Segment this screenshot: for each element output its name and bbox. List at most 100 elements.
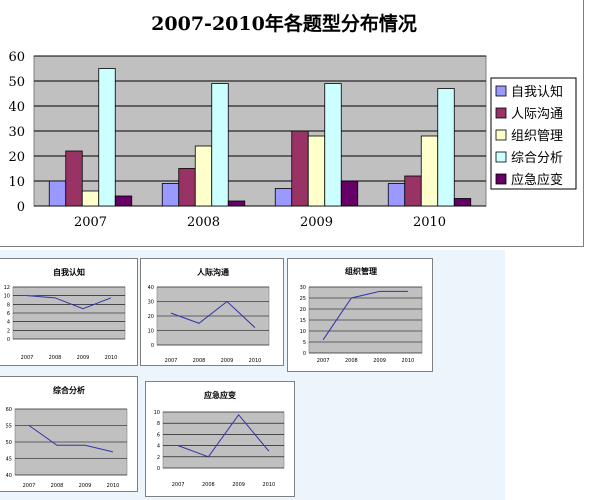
bar [178, 168, 196, 207]
mini-chart-self-awareness: 自我认知 0 2 4 6 8 10 12 2007 2008 2009 2010 [0, 258, 138, 366]
mini-y-tick-label: 40 [148, 285, 154, 291]
bar [387, 183, 406, 207]
mini-y-tick-label: 0 [303, 351, 306, 357]
bar [161, 183, 180, 207]
mini-x-tick-label: 2008 [202, 482, 215, 488]
mini-y-tick-label: 12 [4, 285, 10, 291]
mini-y-tick-label: 4 [157, 444, 160, 450]
mini-chart-interpersonal-svg: 人际沟通 0 10 20 30 40 2007 2008 2009 2010 [148, 267, 270, 364]
legend-label: 应急应变 [511, 172, 563, 188]
mini-y-tick-label: 25 [300, 296, 306, 302]
mini-y-tick-label: 0 [7, 337, 10, 343]
x-tick-label: 2009 [300, 215, 333, 230]
mini-chart-title: 综合分析 [53, 385, 85, 395]
x-tick-label: 2010 [413, 215, 446, 230]
mini-x-tick-label: 2010 [402, 358, 415, 364]
mini-chart-emergency: 应急应变 0 2 4 6 8 10 2007 2008 2009 2010 [145, 381, 295, 497]
mini-x-tick-label: 2007 [317, 358, 330, 364]
mini-x-tick-label: 2007 [172, 482, 185, 488]
mini-y-tick-label: 20 [300, 307, 306, 313]
legend-label: 综合分析 [511, 151, 563, 166]
y-tick-label: 10 [8, 175, 25, 190]
mini-x-tick-label: 2009 [221, 358, 234, 364]
x-tick-label: 2008 [187, 215, 220, 230]
bar [340, 180, 359, 207]
bar [98, 68, 116, 207]
bar [420, 135, 439, 207]
mini-x-tick-label: 2010 [105, 355, 118, 361]
mini-y-tick-label: 0 [157, 466, 160, 472]
mini-y-tick-label: 6 [157, 432, 160, 438]
mini-series-line [26, 295, 112, 310]
bar [324, 83, 342, 207]
mini-y-tick-label: 50 [6, 440, 12, 446]
mini-plot-area [162, 411, 285, 469]
legend-swatch [495, 151, 507, 163]
mini-x-tick-label: 2010 [263, 482, 276, 488]
bar [274, 188, 293, 207]
mini-y-tick-label: 6 [7, 311, 10, 317]
mini-x-tick-label: 2010 [107, 483, 120, 489]
y-tick-label: 60 [8, 50, 25, 65]
mini-x-tick-label: 2010 [249, 358, 262, 364]
mini-chart-interpersonal: 人际沟通 0 10 20 30 40 2007 2008 2009 2010 [140, 258, 284, 366]
mini-y-tick-label: 2 [157, 455, 160, 461]
mini-chart-organization-svg: 组织管理 0 5 10 15 20 25 30 2007 2008 2009 2010 [300, 266, 423, 364]
bar [227, 200, 246, 207]
legend-label: 人际沟通 [511, 107, 563, 122]
y-tick-label: 0 [17, 200, 25, 215]
mini-y-tick-label: 4 [7, 320, 10, 326]
mini-chart-emergency-svg: 应急应变 0 2 4 6 8 10 2007 2008 2009 2010 [154, 390, 285, 488]
mini-series-line [28, 425, 114, 453]
mini-y-tick-label: 8 [7, 302, 10, 308]
legend-label: 组织管理 [511, 129, 563, 144]
legend-swatch [495, 107, 507, 119]
mini-y-tick-label: 60 [6, 407, 12, 413]
bar [437, 88, 455, 207]
bar [48, 180, 67, 207]
mini-y-tick-label: 10 [148, 329, 154, 335]
mini-y-tick-label: 10 [300, 329, 306, 335]
mini-x-tick-label: 2009 [77, 355, 90, 361]
mini-x-tick-label: 2009 [232, 482, 245, 488]
mini-x-tick-label: 2007 [21, 355, 34, 361]
mini-y-tick-label: 20 [148, 314, 154, 320]
mini-y-tick-label: 10 [4, 294, 10, 300]
mini-x-tick-label: 2007 [165, 358, 178, 364]
mini-chart-organization: 组织管理 0 5 10 15 20 25 30 2007 2008 2009 2010 [287, 258, 433, 372]
chart-title: 2007-2010年各题型分布情况 [151, 12, 417, 35]
x-tick-label: 2007 [74, 215, 107, 230]
mini-x-tick-label: 2008 [345, 358, 358, 364]
mini-series-line [177, 413, 270, 458]
bar [211, 83, 229, 207]
mini-chart-comprehensive-analysis: 综合分析 40 45 50 55 60 2007 2008 2009 2010 [0, 376, 138, 492]
mini-x-tick-label: 2009 [79, 483, 92, 489]
mini-x-tick-label: 2008 [51, 483, 64, 489]
mini-x-tick-label: 2007 [23, 483, 36, 489]
bar [194, 145, 213, 207]
mini-series-line [322, 290, 408, 341]
mini-series-line [170, 300, 256, 328]
bar [81, 190, 100, 207]
mini-x-tick-label: 2009 [373, 358, 386, 364]
mini-chart-title: 自我认知 [53, 267, 85, 277]
bar [453, 198, 472, 207]
mini-chart-self-awareness-svg: 自我认知 0 2 4 6 8 10 12 2007 2008 2009 2010 [4, 267, 126, 361]
mini-y-tick-label: 15 [300, 318, 306, 324]
mini-chart-title: 应急应变 [204, 390, 236, 400]
main-bar-chart: 2007-2010年各题型分布情况 0 10 20 30 40 50 60 2007 2008 20… [0, 0, 584, 247]
mini-y-tick-label: 2 [7, 328, 10, 334]
mini-y-tick-label: 8 [157, 421, 160, 427]
legend-label: 自我认知 [511, 84, 563, 100]
bar [404, 175, 422, 207]
legend-swatch [495, 129, 507, 141]
bar [307, 135, 326, 207]
mini-y-tick-label: 0 [151, 343, 154, 349]
mini-y-tick-label: 10 [154, 410, 160, 416]
mini-chart-title: 组织管理 [345, 266, 377, 276]
legend-swatch [495, 173, 507, 185]
y-tick-label: 40 [8, 100, 25, 115]
mini-y-tick-label: 40 [6, 473, 12, 479]
mini-chart-title: 人际沟通 [197, 267, 229, 277]
mini-x-tick-label: 2008 [193, 358, 206, 364]
